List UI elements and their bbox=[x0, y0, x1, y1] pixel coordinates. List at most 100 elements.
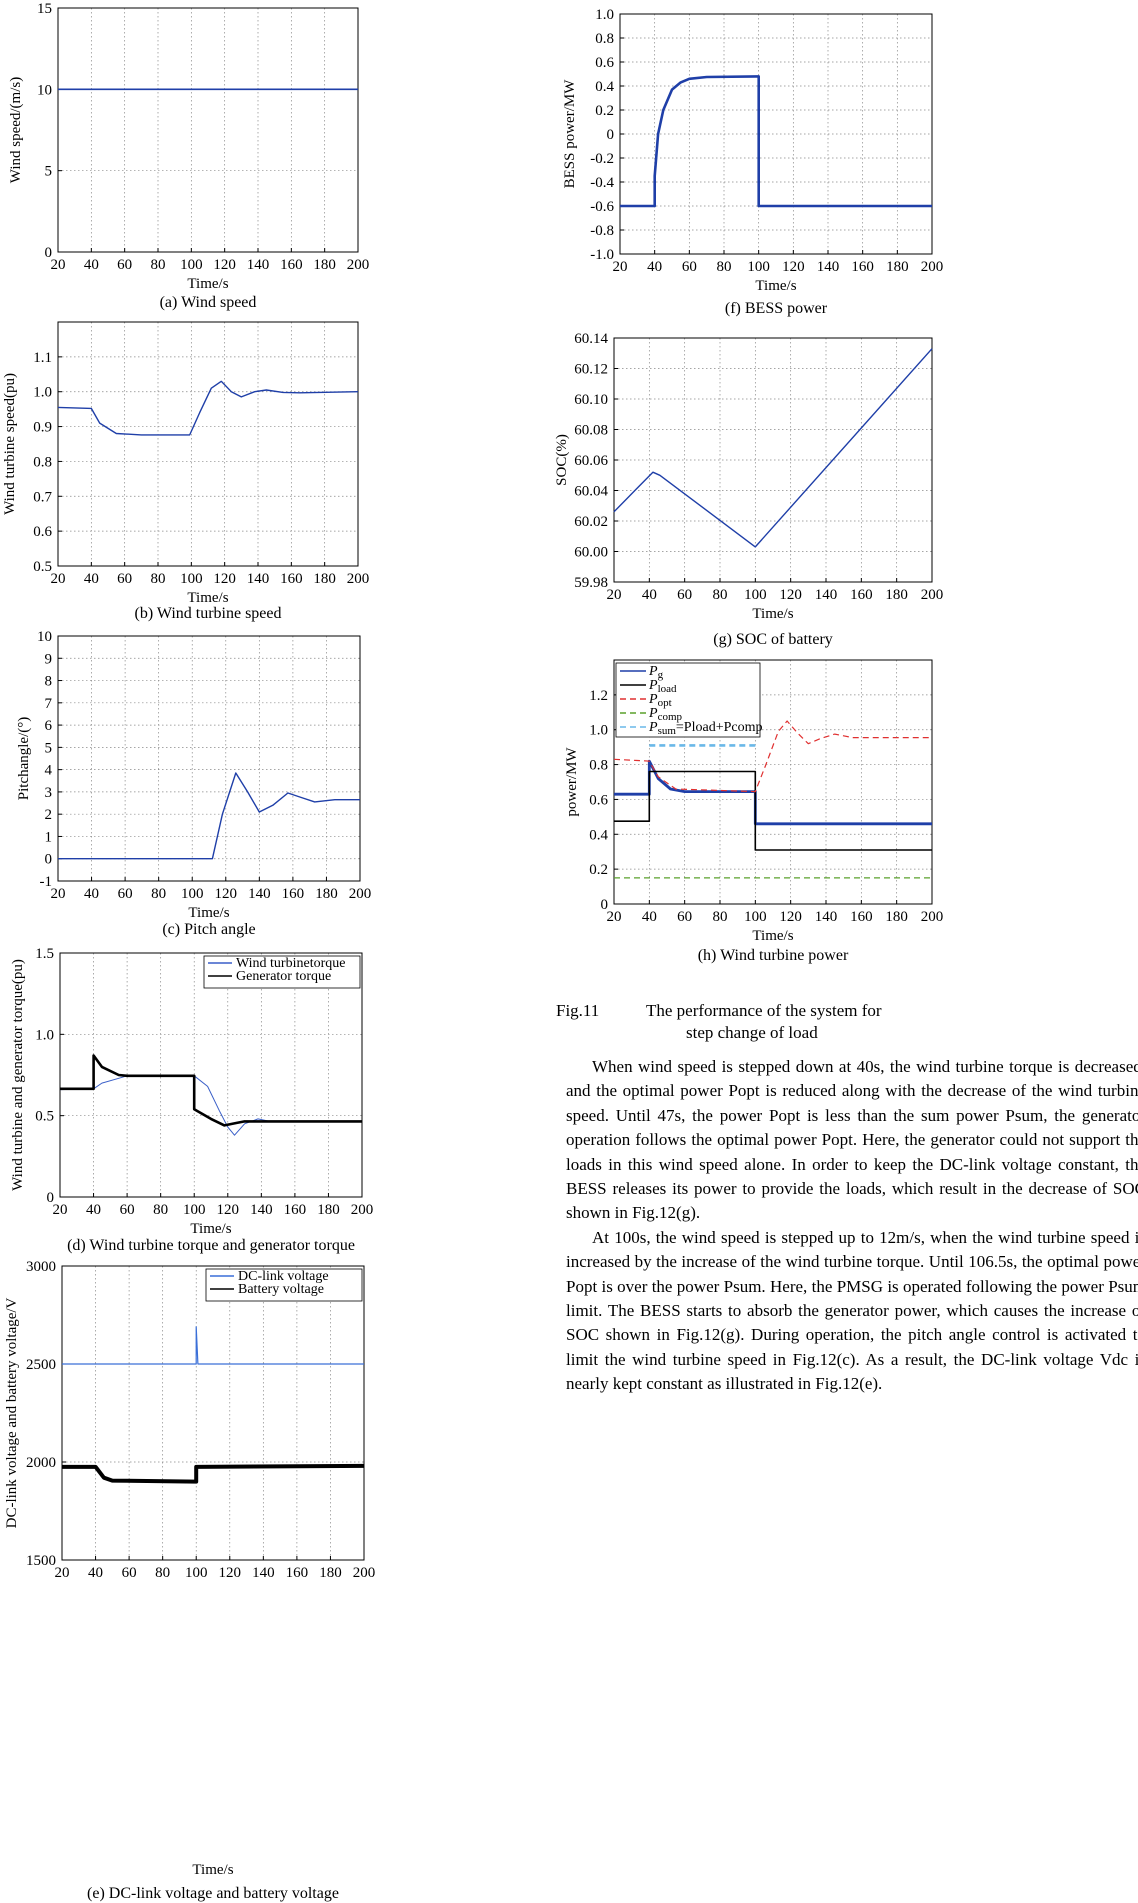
y-tick-label: 0 bbox=[45, 245, 53, 261]
legend-entry: Pcomp bbox=[648, 706, 683, 723]
x-tick-label: 140 bbox=[817, 259, 840, 275]
x-tick-label: 180 bbox=[886, 259, 909, 275]
legend-entry: Wind turbinetorque bbox=[236, 956, 345, 971]
y-tick-label: 9 bbox=[45, 651, 53, 667]
x-tick-label: 180 bbox=[319, 1565, 342, 1581]
x-axis-label: Time/s bbox=[192, 1862, 233, 1878]
x-axis-label: Time/s bbox=[752, 606, 793, 622]
x-tick-label: 40 bbox=[88, 1565, 103, 1581]
x-tick-label: 100 bbox=[744, 587, 767, 603]
x-tick-label: 100 bbox=[183, 1202, 206, 1218]
legend-subscript: opt bbox=[658, 697, 672, 709]
x-tick-label: 40 bbox=[84, 257, 99, 273]
legend-symbol: P bbox=[648, 706, 658, 721]
legend-subscript: comp bbox=[658, 711, 683, 723]
x-tick-label: 140 bbox=[247, 571, 270, 587]
chart-a: 20 40 60 80 100 120 140 160 180 200 0 5 10 15 Time/s Wi… bbox=[8, 1, 369, 311]
figure-number: Fig.11 bbox=[556, 1001, 600, 1020]
y-tick-label: 0.6 bbox=[33, 524, 52, 540]
x-tick-label: 80 bbox=[155, 1565, 170, 1581]
paragraph-1: When wind speed is stepped down at 40s, … bbox=[566, 1057, 1138, 1223]
legend-entry: Popt bbox=[648, 692, 672, 709]
legend-symbol: P bbox=[648, 664, 658, 679]
x-tick-label: 200 bbox=[921, 259, 944, 275]
y-tick-label: 0 bbox=[47, 1190, 55, 1206]
legend-symbol: P bbox=[648, 692, 658, 707]
y-tick-label: 3 bbox=[45, 785, 53, 801]
y-tick-label: 5 bbox=[45, 740, 53, 756]
y-tick-label: 2500 bbox=[26, 1357, 56, 1373]
y-tick-label: 8 bbox=[45, 674, 53, 690]
x-tick-label: 160 bbox=[280, 257, 303, 273]
series-line-popt bbox=[613, 720, 932, 793]
x-tick-label: 140 bbox=[247, 257, 270, 273]
panel-caption: (e) DC-link voltage and battery voltage bbox=[87, 1885, 339, 1902]
y-tick-label: 4 bbox=[45, 763, 53, 779]
panel-caption: (b) Wind turbine speed bbox=[134, 605, 281, 622]
x-tick-label: 160 bbox=[850, 909, 873, 925]
x-tick-label: 200 bbox=[921, 587, 944, 603]
x-tick-label: 60 bbox=[682, 259, 697, 275]
chart-h: 20 40 60 80 100 120 140 160 180 200 0 0.2 0.4 0.6 0.8 1… bbox=[564, 659, 944, 964]
x-tick-label: 160 bbox=[850, 587, 873, 603]
figure-caption-line1: The performance of the system for bbox=[646, 1001, 882, 1020]
x-tick-label: 140 bbox=[815, 909, 838, 925]
series-line-generator-torque bbox=[60, 1054, 362, 1127]
plot-frame bbox=[57, 321, 359, 567]
y-tick-label: -0.4 bbox=[590, 175, 614, 191]
plot-frame bbox=[57, 7, 359, 253]
y-tick-label: 0 bbox=[45, 852, 53, 868]
y-tick-label: 15 bbox=[37, 1, 52, 17]
y-axis-label: Pitchangle/(°) bbox=[16, 717, 32, 800]
x-tick-label: 100 bbox=[181, 886, 204, 902]
legend-entry: DC-link voltage bbox=[238, 1269, 329, 1284]
y-tick-label: 0.2 bbox=[595, 103, 614, 119]
panel-caption: (g) SOC of battery bbox=[713, 631, 833, 648]
x-tick-label: 80 bbox=[151, 886, 166, 902]
y-tick-label: 0.5 bbox=[35, 1109, 54, 1125]
y-axis-label: SOC(%) bbox=[554, 434, 570, 486]
y-tick-label: 60.04 bbox=[574, 484, 608, 500]
legend-symbol: P bbox=[648, 720, 658, 735]
x-tick-label: 140 bbox=[252, 1565, 275, 1581]
y-tick-label: 2 bbox=[45, 807, 53, 823]
y-tick-label: 0.5 bbox=[33, 559, 52, 575]
y-tick-label: 60.08 bbox=[574, 423, 608, 439]
y-tick-label: -0.6 bbox=[590, 199, 614, 215]
y-tick-label: -1 bbox=[40, 874, 53, 890]
x-tick-label: 160 bbox=[280, 571, 303, 587]
x-tick-label: 100 bbox=[747, 259, 770, 275]
x-tick-label: 120 bbox=[213, 257, 236, 273]
y-tick-label: 60.10 bbox=[574, 392, 608, 408]
x-tick-label: 60 bbox=[122, 1565, 137, 1581]
x-tick-label: 40 bbox=[642, 587, 657, 603]
x-tick-label: 40 bbox=[86, 1202, 101, 1218]
x-axis-label: Time/s bbox=[187, 276, 228, 292]
body-text: When wind speed is stepped down at 40s, … bbox=[566, 1055, 1138, 1397]
chart-d: 20 40 60 80 100 120 140 160 180 200 0 0.5 1.0 1.5 Time… bbox=[10, 946, 373, 1254]
x-tick-label: 120 bbox=[219, 1565, 242, 1581]
y-tick-label: 6 bbox=[45, 718, 53, 734]
x-tick-label: 100 bbox=[185, 1565, 208, 1581]
legend-symbol: P bbox=[648, 678, 658, 693]
y-tick-label: 0.8 bbox=[589, 758, 608, 774]
y-tick-label: 1 bbox=[45, 829, 53, 845]
y-axis-label: DC-link voltage and battery voltage/V bbox=[4, 1297, 20, 1528]
x-tick-label: 80 bbox=[713, 909, 728, 925]
x-tick-label: 80 bbox=[151, 257, 166, 273]
chart-g: 20 40 60 80 100 120 140 160 180 200 59.98 60.00 60.0… bbox=[554, 331, 943, 648]
x-tick-label: 200 bbox=[921, 909, 944, 925]
series-line-0 bbox=[58, 772, 360, 860]
x-tick-label: 100 bbox=[180, 257, 203, 273]
plot-frame bbox=[59, 952, 363, 1198]
x-tick-label: 60 bbox=[677, 587, 692, 603]
y-tick-label: 0 bbox=[607, 127, 615, 143]
plot-frame bbox=[613, 659, 933, 905]
plot-frame bbox=[61, 1265, 365, 1561]
x-tick-label: 120 bbox=[782, 259, 805, 275]
chart-c: 20 40 60 80 100 120 140 160 180 200 -1 0 1 2 3 4 5 6 7 8 9 10… bbox=[16, 629, 371, 938]
x-tick-label: 200 bbox=[349, 886, 372, 902]
legend-subscript: sum bbox=[658, 725, 677, 737]
panel-caption: (f) BESS power bbox=[725, 300, 828, 317]
